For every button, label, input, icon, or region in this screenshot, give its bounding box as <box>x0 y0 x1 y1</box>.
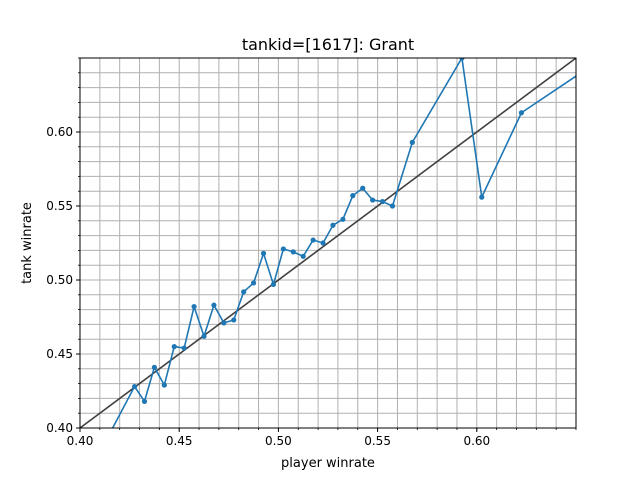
x-tick-label: 0.45 <box>166 434 193 448</box>
data-point <box>360 185 366 191</box>
y-tick-label: 0.55 <box>46 199 73 213</box>
data-point <box>340 216 346 222</box>
data-point <box>518 110 525 116</box>
data-point <box>221 320 227 326</box>
data-point <box>251 280 257 286</box>
plot-frame <box>79 57 577 429</box>
y-tick-label: 0.40 <box>46 421 73 435</box>
grid-lines <box>79 57 577 429</box>
data-point <box>389 203 396 209</box>
chart-title: tankid=[1617]: Grant <box>242 35 414 54</box>
data-point <box>141 398 148 404</box>
data-point <box>320 240 326 246</box>
x-tick-label: 0.60 <box>463 434 490 448</box>
data-point <box>241 289 247 295</box>
y-axis-label: tank winrate <box>20 202 35 284</box>
data-point <box>260 250 267 256</box>
data-point <box>171 344 177 350</box>
data-point <box>409 139 415 145</box>
data-point <box>211 302 217 308</box>
data-point <box>151 364 157 370</box>
data-point <box>330 222 336 228</box>
data-point <box>131 383 138 390</box>
data-point <box>350 193 356 199</box>
x-tick-label: 0.50 <box>265 434 292 448</box>
data-point <box>181 345 187 351</box>
plot-area <box>80 58 576 428</box>
data-point <box>379 198 386 205</box>
data-point <box>231 317 237 323</box>
data-point <box>290 249 296 255</box>
x-axis-label: player winrate <box>281 456 375 471</box>
data-point <box>310 237 316 243</box>
data-point <box>201 333 207 339</box>
data-point <box>370 197 376 203</box>
data-point <box>479 194 485 200</box>
x-tick-label: 0.55 <box>364 434 391 448</box>
data-point <box>300 253 306 259</box>
y-tick-label: 0.60 <box>46 125 73 139</box>
data-point <box>280 246 286 252</box>
y-tick-label: 0.50 <box>46 273 73 287</box>
data-point <box>191 304 197 310</box>
axis-ticks: 0.40 0.45 0.50 0.55 0.60 0.40 0.45 0.50 0.55 0.60 <box>46 57 577 448</box>
data-point <box>161 382 167 388</box>
x-tick-label: 0.40 <box>67 434 94 448</box>
reference-line <box>80 58 576 428</box>
data-point <box>459 58 465 61</box>
y-tick-label: 0.45 <box>46 347 73 361</box>
data-point <box>270 281 277 288</box>
